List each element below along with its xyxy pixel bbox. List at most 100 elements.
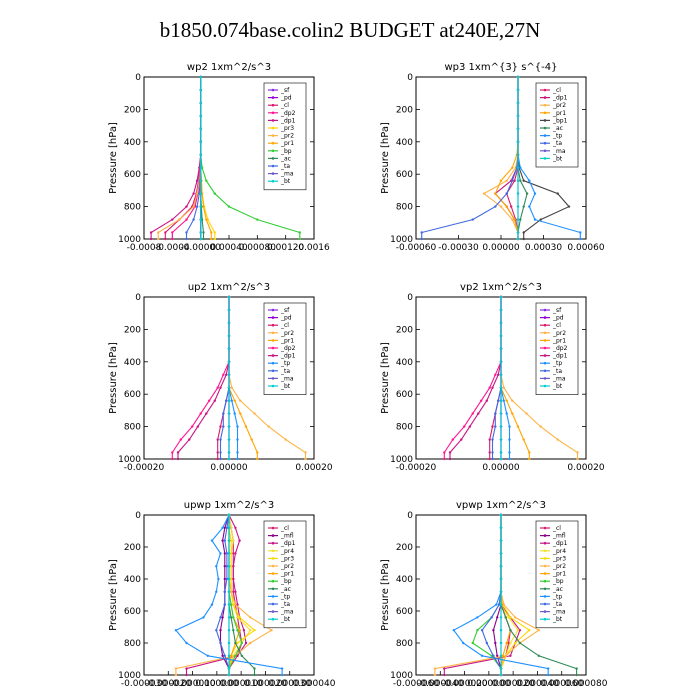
series-point xyxy=(522,237,525,241)
legend-marker xyxy=(543,339,547,342)
legend-marker xyxy=(271,610,275,613)
series-point xyxy=(556,438,559,441)
series-point xyxy=(227,295,231,299)
x-tick-label: 0.000010 xyxy=(220,679,263,689)
series-point xyxy=(516,218,520,221)
y-tick-label: 1000 xyxy=(118,455,141,465)
series-point xyxy=(195,192,199,195)
series-point xyxy=(149,231,153,234)
series-point xyxy=(505,641,508,645)
legend-label: _ta xyxy=(280,368,290,375)
y-tick-label: 200 xyxy=(396,543,413,553)
series-point xyxy=(539,425,542,428)
legend-marker xyxy=(543,610,547,613)
series-point xyxy=(232,552,235,555)
series-point xyxy=(516,88,520,92)
series-point xyxy=(234,641,237,645)
legend-marker xyxy=(271,526,275,530)
series-point xyxy=(502,399,505,402)
series-point xyxy=(236,438,239,441)
series-point xyxy=(516,231,520,234)
series-point xyxy=(199,140,202,143)
series-point xyxy=(499,451,503,454)
series-line-ta xyxy=(185,77,202,239)
series-point xyxy=(216,438,219,441)
series-point xyxy=(513,218,516,221)
series-point xyxy=(202,616,205,619)
series-point xyxy=(537,629,540,632)
legend-marker xyxy=(543,617,547,621)
series-point xyxy=(451,438,454,441)
legend-label: _pr3 xyxy=(280,555,294,562)
legend-label: _bt xyxy=(280,178,291,185)
series-point xyxy=(492,629,495,632)
series-point xyxy=(433,667,437,670)
series-point xyxy=(223,654,226,657)
legend-marker xyxy=(543,361,547,365)
series-point xyxy=(205,412,208,415)
series-point xyxy=(219,425,222,428)
series-line-dp1 xyxy=(443,515,521,675)
series-point xyxy=(490,616,493,619)
series-line-dp1 xyxy=(185,514,247,675)
y-tick-label: 200 xyxy=(124,543,141,553)
y-tick-label: 200 xyxy=(124,325,141,335)
chart-panel-up2: up2 1xm^2/s^3 Pressure [hPa] 0 200 400 600 800… xyxy=(108,282,333,473)
series-point xyxy=(222,425,225,428)
series-point xyxy=(202,205,205,208)
series-point xyxy=(516,127,520,130)
series-point xyxy=(185,673,188,677)
series-point xyxy=(229,577,233,581)
series-point xyxy=(223,577,226,581)
series-point xyxy=(244,425,248,428)
series-point xyxy=(488,457,491,461)
series-point xyxy=(216,457,219,461)
series-point xyxy=(516,101,520,105)
series-point xyxy=(499,295,503,299)
series-point xyxy=(488,386,491,389)
series-point xyxy=(298,231,301,234)
series-point xyxy=(227,205,231,208)
series-point xyxy=(219,616,222,619)
series-point xyxy=(519,179,522,182)
legend-label: _cl xyxy=(280,322,289,329)
series-point xyxy=(518,641,522,645)
chart-panel-vp2: vp2 1xm^2/s^3 Pressure [hPa] 0 200 400 600 800… xyxy=(380,282,605,473)
series-point xyxy=(499,603,503,606)
series-point xyxy=(219,552,222,555)
series-point xyxy=(227,616,231,619)
series-point xyxy=(539,218,542,221)
series-point xyxy=(477,412,480,415)
series-point xyxy=(171,457,174,461)
legend-label: _cl xyxy=(552,87,561,94)
series-point xyxy=(519,166,522,169)
x-tick-label: 0.00040 xyxy=(210,243,247,253)
series-point xyxy=(244,641,248,645)
legend-marker xyxy=(271,595,275,598)
y-tick-label: 400 xyxy=(396,138,413,148)
series-point xyxy=(174,667,178,670)
legend-label: _ta xyxy=(280,601,290,608)
series-point xyxy=(494,641,497,645)
legend-box xyxy=(535,520,579,629)
series-point xyxy=(499,205,503,208)
legend-marker xyxy=(271,331,275,335)
legend-marker xyxy=(543,572,547,575)
series-point xyxy=(219,451,222,454)
series-point xyxy=(499,308,503,312)
x-tick-label: -0.00020 xyxy=(396,463,437,473)
series-point xyxy=(164,231,167,234)
legend-marker xyxy=(543,149,547,153)
series-point xyxy=(499,321,503,325)
legend-label: _bt xyxy=(280,616,291,623)
series-point xyxy=(510,205,513,208)
legend-marker xyxy=(543,369,547,373)
series-point xyxy=(185,205,188,208)
legend-marker xyxy=(543,384,547,388)
x-tick-label: -0.00060 xyxy=(396,243,437,253)
legend-label: _pr2 xyxy=(552,102,566,109)
legend-marker xyxy=(543,157,547,160)
series-point xyxy=(232,539,235,542)
series-point xyxy=(499,179,503,182)
legend-marker xyxy=(271,308,275,312)
